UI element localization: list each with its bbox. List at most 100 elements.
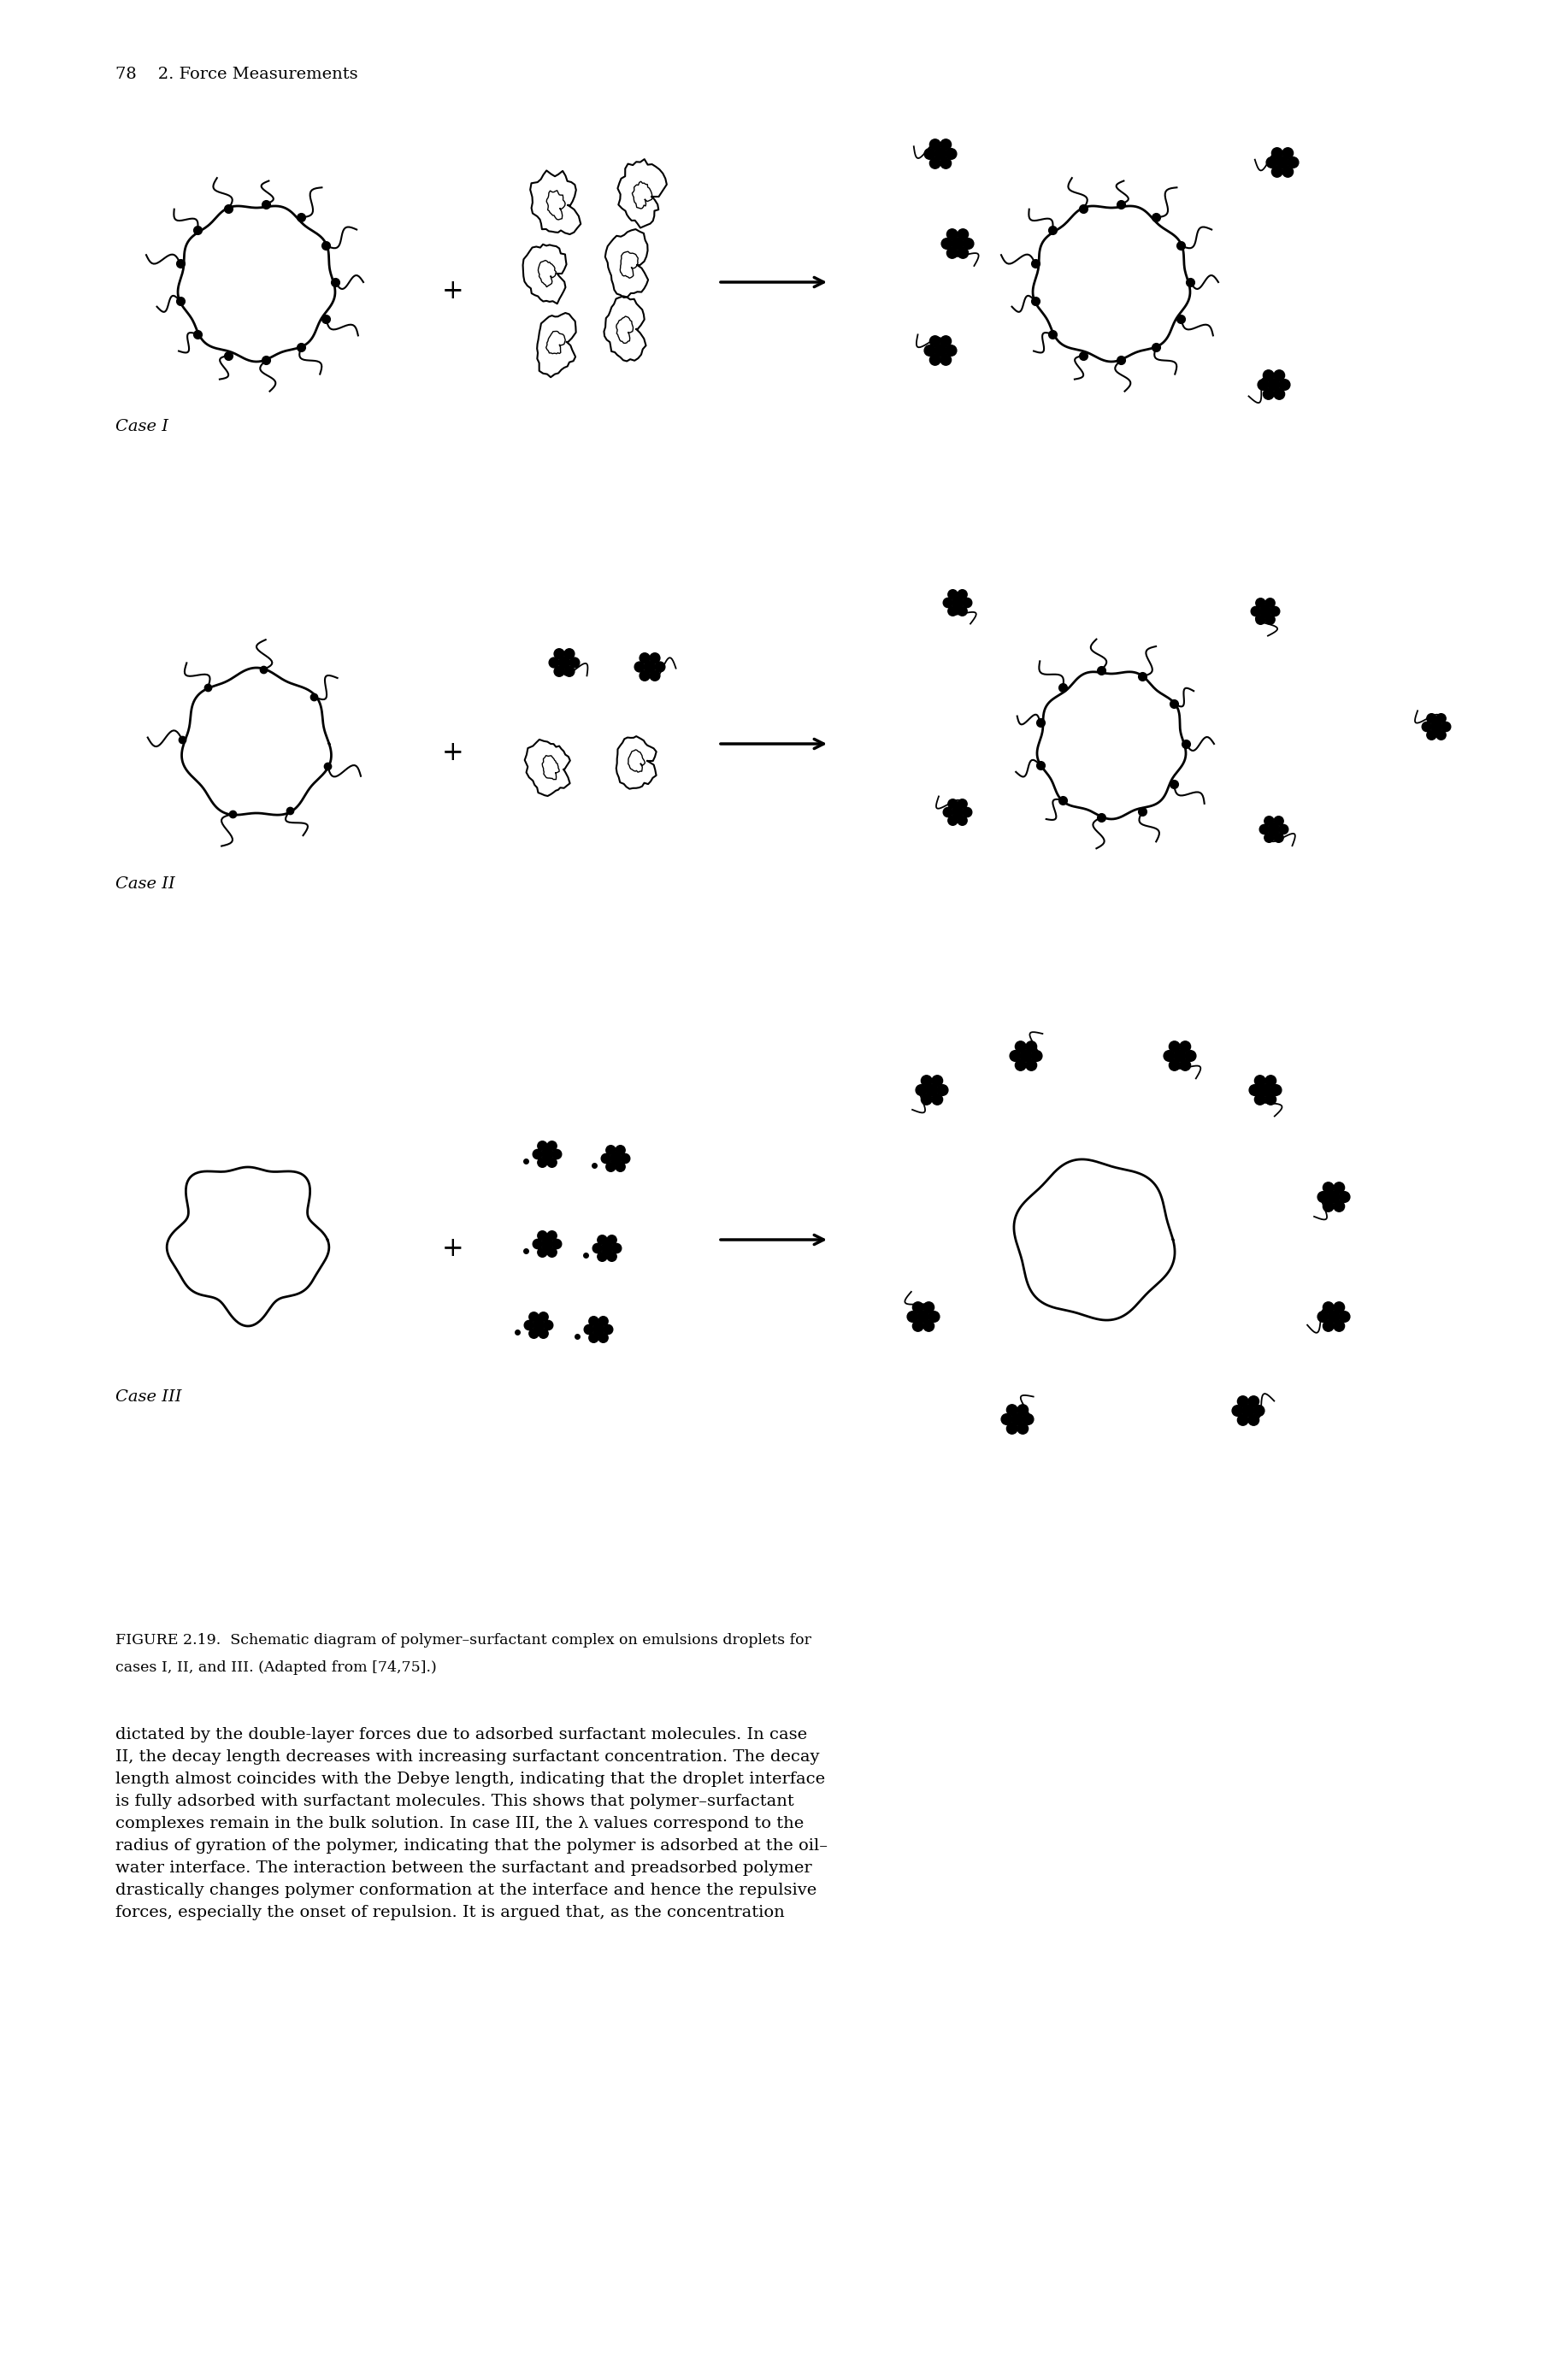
Circle shape [1269,378,1279,392]
Circle shape [533,1240,543,1250]
Circle shape [1019,1050,1032,1062]
Circle shape [928,1312,939,1321]
Text: length almost coincides with the Debye length, indicating that the droplet inter: length almost coincides with the Debye l… [116,1772,825,1787]
Circle shape [1283,147,1294,159]
Circle shape [1422,722,1432,732]
Circle shape [1002,1414,1011,1426]
Circle shape [938,1086,949,1095]
Circle shape [1264,371,1273,380]
Circle shape [547,1157,557,1167]
Circle shape [1283,166,1294,178]
Circle shape [1237,1414,1248,1426]
Circle shape [599,1316,608,1326]
Circle shape [1179,1041,1190,1053]
Circle shape [924,1321,935,1331]
Circle shape [1259,606,1270,618]
Circle shape [941,238,952,249]
Text: +: + [442,739,464,765]
Text: II, the decay length decreases with increasing surfactant concentration. The dec: II, the decay length decreases with incr… [116,1749,820,1765]
Circle shape [958,798,967,808]
Text: water interface. The interaction between the surfactant and preadsorbed polymer: water interface. The interaction between… [116,1860,812,1875]
Circle shape [554,649,564,658]
Circle shape [1267,157,1276,169]
Circle shape [931,1093,942,1105]
Circle shape [949,798,958,808]
Circle shape [604,1326,613,1335]
Circle shape [941,140,952,150]
Circle shape [1022,1414,1033,1426]
Circle shape [1436,713,1446,722]
Circle shape [1265,1076,1276,1086]
Circle shape [958,815,967,824]
Circle shape [610,1152,621,1164]
Circle shape [946,345,956,356]
Circle shape [1323,1200,1334,1212]
Circle shape [941,157,952,169]
Circle shape [1251,606,1261,615]
Circle shape [963,599,972,608]
Circle shape [1273,390,1284,399]
Circle shape [539,1328,549,1338]
Circle shape [1334,1321,1344,1331]
Circle shape [616,1145,626,1155]
Circle shape [944,599,953,608]
Text: is fully adsorbed with surfactant molecules. This shows that polymer–surfactant: is fully adsorbed with surfactant molecu… [116,1794,793,1808]
Circle shape [1179,1060,1190,1072]
Circle shape [1237,1397,1248,1407]
Circle shape [930,354,941,366]
Circle shape [593,1323,604,1335]
Circle shape [612,1243,621,1252]
Circle shape [1323,1302,1334,1312]
Circle shape [1328,1190,1341,1202]
Circle shape [528,1328,539,1338]
Circle shape [1242,1404,1254,1416]
Circle shape [944,808,953,817]
Circle shape [1265,615,1275,625]
Circle shape [1185,1050,1196,1062]
Circle shape [930,140,941,150]
Circle shape [952,808,963,817]
Circle shape [908,1312,917,1321]
Circle shape [538,1140,547,1150]
Circle shape [1270,1086,1281,1095]
Circle shape [1279,380,1290,390]
Circle shape [958,589,967,599]
Text: +: + [442,1236,464,1262]
Circle shape [1254,1093,1265,1105]
Circle shape [552,1150,561,1159]
Circle shape [601,1155,612,1164]
Circle shape [958,228,969,240]
Circle shape [597,1252,607,1262]
Circle shape [616,1162,626,1171]
Circle shape [585,1326,594,1335]
Circle shape [547,1231,557,1240]
Circle shape [1427,729,1436,739]
Circle shape [607,1236,616,1245]
Circle shape [538,1231,547,1240]
Circle shape [544,1321,554,1331]
Circle shape [946,150,956,159]
Circle shape [924,345,935,356]
Circle shape [1317,1312,1328,1321]
Circle shape [1334,1183,1344,1193]
Circle shape [941,335,952,347]
Circle shape [1248,1414,1259,1426]
Circle shape [1436,729,1446,739]
Circle shape [1278,824,1289,834]
Circle shape [1018,1423,1029,1435]
Circle shape [1248,1397,1259,1407]
Circle shape [1259,1083,1272,1095]
Circle shape [924,150,935,159]
Circle shape [1170,1060,1179,1072]
Circle shape [1254,1076,1265,1086]
Circle shape [649,670,660,682]
Circle shape [913,1321,924,1331]
Circle shape [1272,166,1283,178]
Circle shape [539,1312,549,1321]
Text: radius of gyration of the polymer, indicating that the polymer is adsorbed at th: radius of gyration of the polymer, indic… [116,1839,828,1853]
Circle shape [547,1247,557,1257]
Circle shape [930,335,941,347]
Text: Case II: Case II [116,877,176,891]
Circle shape [916,1086,927,1095]
Circle shape [1317,1193,1328,1202]
